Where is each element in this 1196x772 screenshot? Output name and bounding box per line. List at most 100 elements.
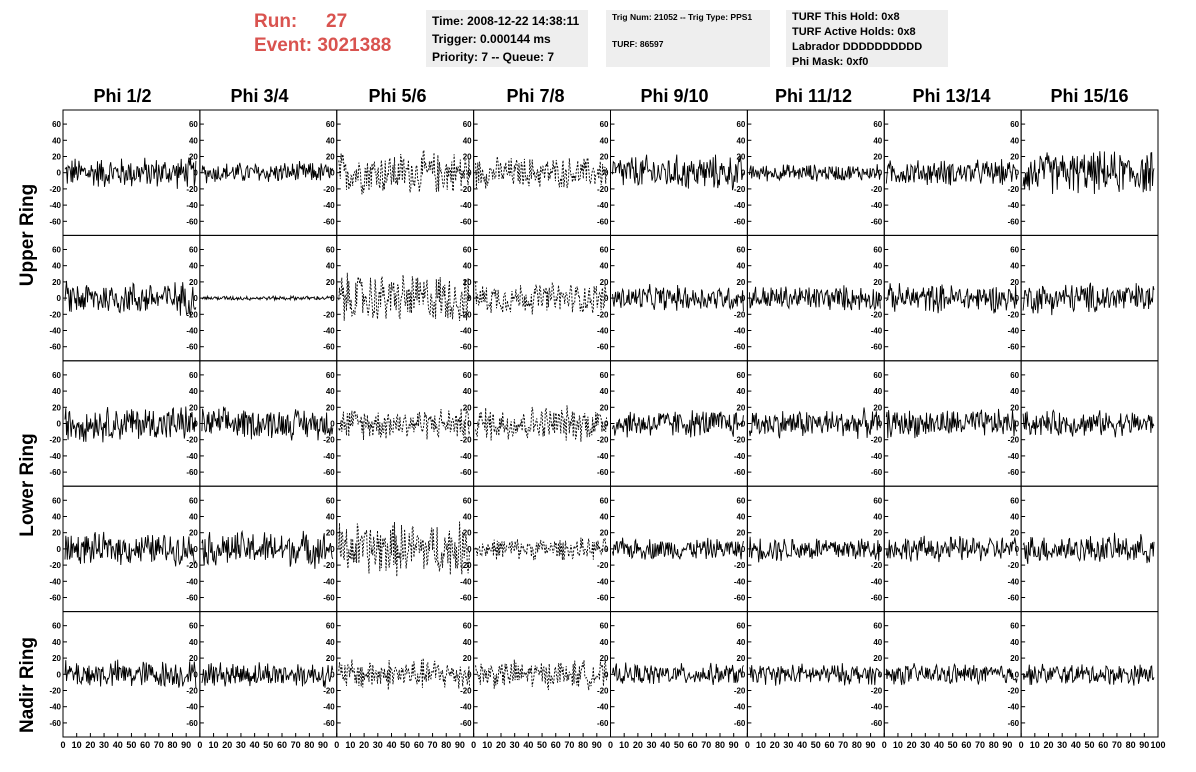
y-tick-label: -40 [871, 703, 883, 712]
y-tick-label: -60 [1008, 594, 1020, 603]
y-tick-label: -40 [186, 452, 198, 461]
y-tick-label: 60 [600, 622, 609, 631]
waveform-trace [885, 159, 1018, 186]
y-tick-label: -20 [323, 687, 335, 696]
y-tick-label: 40 [189, 512, 198, 521]
y-tick-label: -40 [1008, 201, 1020, 210]
time-line: Time: 2008-12-22 14:38:11 [432, 14, 580, 28]
x-tick-label: 80 [441, 740, 451, 750]
y-tick-label: 60 [873, 120, 882, 129]
x-tick-label: 0 [60, 740, 65, 750]
y-tick-label: -20 [734, 310, 746, 319]
y-tick-label: 20 [189, 152, 198, 161]
y-tick-label: -20 [871, 687, 883, 696]
waveform-trace [338, 521, 471, 577]
y-tick-label: -40 [49, 452, 61, 461]
x-tick-label: 10 [619, 740, 629, 750]
y-tick-label: 60 [736, 622, 745, 631]
turf-hold-line: TURF This Hold: 0x8 [792, 11, 900, 23]
y-tick-label: 40 [600, 512, 609, 521]
y-tick-label: 20 [1010, 654, 1019, 663]
y-tick-label: -20 [871, 185, 883, 194]
y-tick-label: -40 [186, 201, 198, 210]
y-tick-label: 60 [600, 371, 609, 380]
y-tick-label: 0 [467, 670, 472, 679]
y-tick-label: 40 [736, 136, 745, 145]
y-tick-label: 20 [189, 654, 198, 663]
y-tick-label: 60 [1010, 496, 1019, 505]
waveform-trace [885, 663, 1018, 686]
turf-info-panel: TURF This Hold: 0x8 TURF Active Holds: 0… [786, 10, 948, 68]
y-tick-label: -60 [734, 217, 746, 226]
y-tick-label: 0 [604, 294, 609, 303]
y-tick-label: 60 [326, 245, 335, 254]
y-tick-label: -40 [186, 703, 198, 712]
y-tick-label: 40 [873, 262, 882, 271]
y-tick-label: -20 [734, 436, 746, 445]
y-tick-label: 60 [189, 371, 198, 380]
y-tick-label: 40 [52, 262, 61, 271]
waveform-trace [1022, 532, 1155, 564]
y-tick-label: -60 [871, 594, 883, 603]
y-tick-label: 20 [600, 278, 609, 287]
x-tick-label: 70 [564, 740, 574, 750]
x-tick-label: 0 [745, 740, 750, 750]
y-tick-label: 0 [330, 294, 335, 303]
y-tick-label: 40 [873, 512, 882, 521]
row-header-nadir-ring: Nadir Ring [17, 636, 38, 734]
y-tick-label: 20 [463, 403, 472, 412]
y-tick-label: -20 [460, 561, 472, 570]
x-tick-label: 30 [920, 740, 930, 750]
y-tick-label: 60 [873, 496, 882, 505]
x-tick-label: 60 [551, 740, 561, 750]
y-tick-label: -20 [597, 561, 609, 570]
panel-frame [1020, 109, 1159, 236]
y-tick-label: 0 [467, 420, 472, 429]
y-tick-label: 60 [326, 371, 335, 380]
y-tick-label: 0 [57, 294, 62, 303]
y-tick-label: -20 [734, 561, 746, 570]
y-tick-label: -60 [597, 594, 609, 603]
y-tick-label: -20 [186, 185, 198, 194]
y-tick-label: 20 [1010, 529, 1019, 538]
y-tick-label: 40 [52, 387, 61, 396]
waveform-trace [1022, 663, 1155, 686]
y-tick-label: 0 [878, 545, 883, 554]
x-tick-label: 40 [250, 740, 260, 750]
y-tick-label: -20 [49, 185, 61, 194]
event-row: Event: 3021388 [254, 34, 424, 58]
y-tick-label: 40 [873, 136, 882, 145]
y-tick-label: -60 [323, 468, 335, 477]
y-tick-label: -60 [597, 343, 609, 352]
y-tick-label: 20 [873, 278, 882, 287]
y-tick-label: -40 [734, 577, 746, 586]
phi-mask-line: Phi Mask: 0xf0 [792, 56, 869, 68]
y-tick-label: -40 [323, 577, 335, 586]
y-tick-label: 0 [330, 169, 335, 178]
y-tick-label: -60 [323, 343, 335, 352]
x-tick-label: 30 [373, 740, 383, 750]
x-tick-label: 80 [715, 740, 725, 750]
y-tick-label: 20 [736, 529, 745, 538]
y-tick-label: 20 [463, 654, 472, 663]
y-tick-label: 20 [873, 654, 882, 663]
column-header-phi-5-6: Phi 5/6 [368, 86, 427, 106]
y-tick-label: -20 [460, 687, 472, 696]
y-tick-label: -20 [1008, 436, 1020, 445]
y-tick-label: -60 [597, 468, 609, 477]
y-tick-label: 40 [463, 638, 472, 647]
y-tick-label: -60 [460, 343, 472, 352]
y-tick-label: -60 [734, 343, 746, 352]
x-tick-label: 40 [797, 740, 807, 750]
column-header-phi-11-12: Phi 11/12 [774, 86, 853, 106]
x-tick-label: 0 [197, 740, 202, 750]
y-tick-label: 0 [741, 670, 746, 679]
waveform-trace [201, 406, 334, 441]
y-tick-label: 20 [326, 529, 335, 538]
x-tick-label: 10 [209, 740, 219, 750]
y-tick-label: 0 [330, 670, 335, 679]
y-tick-label: 20 [326, 278, 335, 287]
y-tick-label: 0 [878, 670, 883, 679]
x-tick-label: 30 [647, 740, 657, 750]
